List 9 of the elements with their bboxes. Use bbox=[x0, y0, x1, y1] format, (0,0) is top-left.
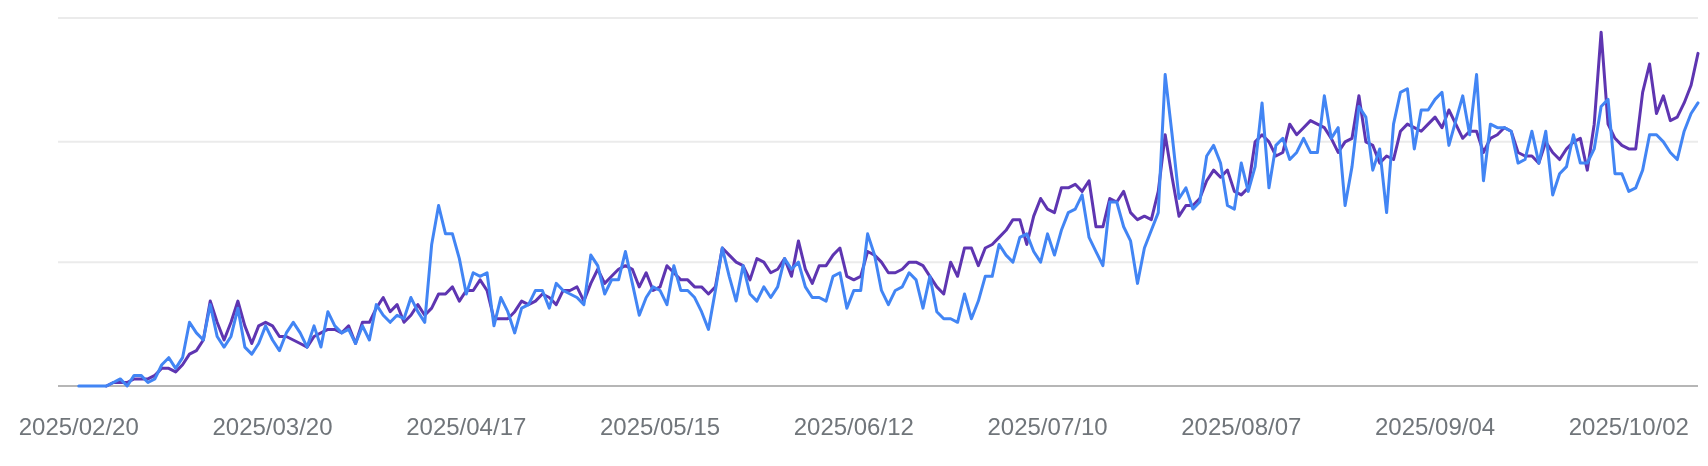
x-tick-label: 2025/06/12 bbox=[793, 413, 914, 440]
x-tick-label: 2025/03/20 bbox=[212, 413, 333, 440]
x-tick-label: 2025/07/10 bbox=[987, 413, 1108, 440]
x-tick-label: 2025/10/02 bbox=[1568, 413, 1689, 440]
x-tick-label: 2025/05/15 bbox=[599, 413, 721, 440]
x-tick-label: 2025/09/04 bbox=[1374, 413, 1496, 440]
x-tick-label: 2025/02/20 bbox=[18, 413, 139, 440]
x-tick-label: 2025/08/07 bbox=[1181, 413, 1302, 440]
x-tick-label: 2025/04/17 bbox=[406, 413, 527, 440]
